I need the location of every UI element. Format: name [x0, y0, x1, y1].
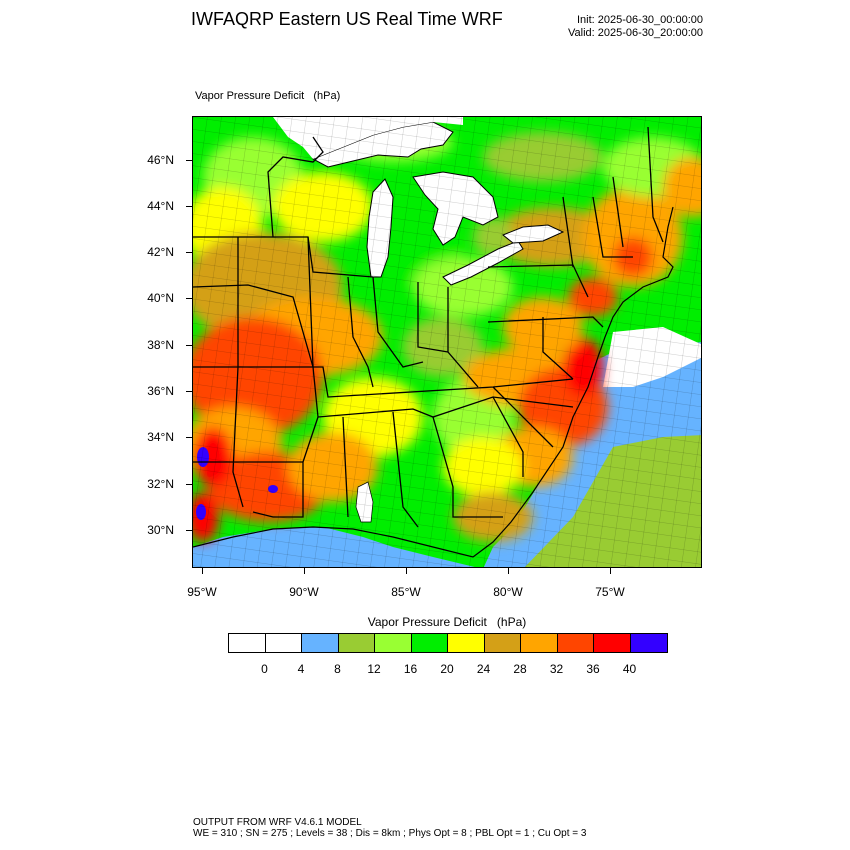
lat-label: 30°N	[147, 523, 174, 537]
lat-label: 44°N	[147, 199, 174, 213]
legend-color-box	[594, 634, 631, 652]
legend-color-box	[448, 634, 485, 652]
lon-label: 95°W	[187, 585, 217, 599]
lat-tick	[186, 391, 192, 392]
vpd-map	[192, 116, 702, 568]
lat-label: 40°N	[147, 291, 174, 305]
legend-color-box	[557, 634, 594, 652]
legend-tick-label: 20	[440, 662, 454, 676]
init-time: Init: 2025-06-30_00:00:00	[577, 14, 703, 26]
coastline	[193, 206, 674, 558]
model-config: WE = 310 ; SN = 275 ; Levels = 38 ; Dis …	[193, 828, 587, 839]
model-info: OUTPUT FROM WRF V4.6.1 MODEL WE = 310 ; …	[193, 817, 586, 839]
legend-tick-label: 12	[367, 662, 381, 676]
legend-tick-label: 4	[297, 662, 305, 676]
legend-color-box	[265, 634, 302, 652]
lat-label: 34°N	[147, 430, 174, 444]
lat-label: 36°N	[147, 384, 174, 398]
time-info: Init: 2025-06-30_00:00:00 Valid: 2025-06…	[568, 14, 703, 40]
legend-tick-label: 28	[513, 662, 527, 676]
lat-tick	[186, 530, 192, 531]
lon-label: 80°W	[493, 585, 523, 599]
model-version: OUTPUT FROM WRF V4.6.1 MODEL	[193, 817, 362, 828]
lat-tick	[186, 252, 192, 253]
lon-tick	[304, 568, 305, 574]
legend-tick-label: 0	[261, 662, 268, 676]
vpd-map-canvas	[193, 117, 701, 567]
lat-tick	[186, 484, 192, 485]
lon-tick	[508, 568, 509, 574]
lat-tick	[186, 206, 192, 207]
lat-label: 42°N	[147, 245, 174, 259]
lat-label: 38°N	[147, 338, 174, 352]
lon-tick	[406, 568, 407, 574]
lat-tick	[186, 298, 192, 299]
lon-label: 75°W	[595, 585, 625, 599]
legend-tick-label: 24	[476, 662, 491, 676]
legend-color-box	[302, 634, 339, 652]
state-boundaries	[193, 126, 664, 528]
lon-tick	[610, 568, 611, 574]
legend-color-box	[375, 634, 412, 652]
lat-tick	[186, 160, 192, 161]
legend-color-box	[521, 634, 558, 652]
legend-color-box	[411, 634, 448, 652]
legend-color-box	[484, 634, 521, 652]
legend-tick-label: 8	[334, 662, 341, 676]
legend-color-box	[630, 634, 667, 652]
lat-tick	[186, 345, 192, 346]
legend-title: Vapor Pressure Deficit (hPa)	[367, 615, 527, 629]
legend-tick-label: 16	[403, 662, 418, 676]
legend-tick-label: 40	[622, 662, 637, 676]
lon-label: 90°W	[289, 585, 319, 599]
legend-color-box	[338, 634, 375, 652]
lat-tick	[186, 437, 192, 438]
page-title: IWFAQRP Eastern US Real Time WRF	[191, 9, 503, 29]
legend-tick-label: 32	[549, 662, 564, 676]
legend-tick-label: 36	[586, 662, 600, 676]
lat-label: 46°N	[147, 153, 174, 167]
county-lines	[193, 117, 701, 567]
valid-time: Valid: 2025-06-30_20:00:00	[568, 27, 703, 39]
lon-tick	[202, 568, 203, 574]
map-field-label: Vapor Pressure Deficit (hPa)	[195, 90, 341, 102]
legend-color-box	[229, 634, 266, 652]
color-legend	[228, 633, 668, 653]
lat-label: 32°N	[147, 477, 174, 491]
lon-label: 85°W	[391, 585, 421, 599]
